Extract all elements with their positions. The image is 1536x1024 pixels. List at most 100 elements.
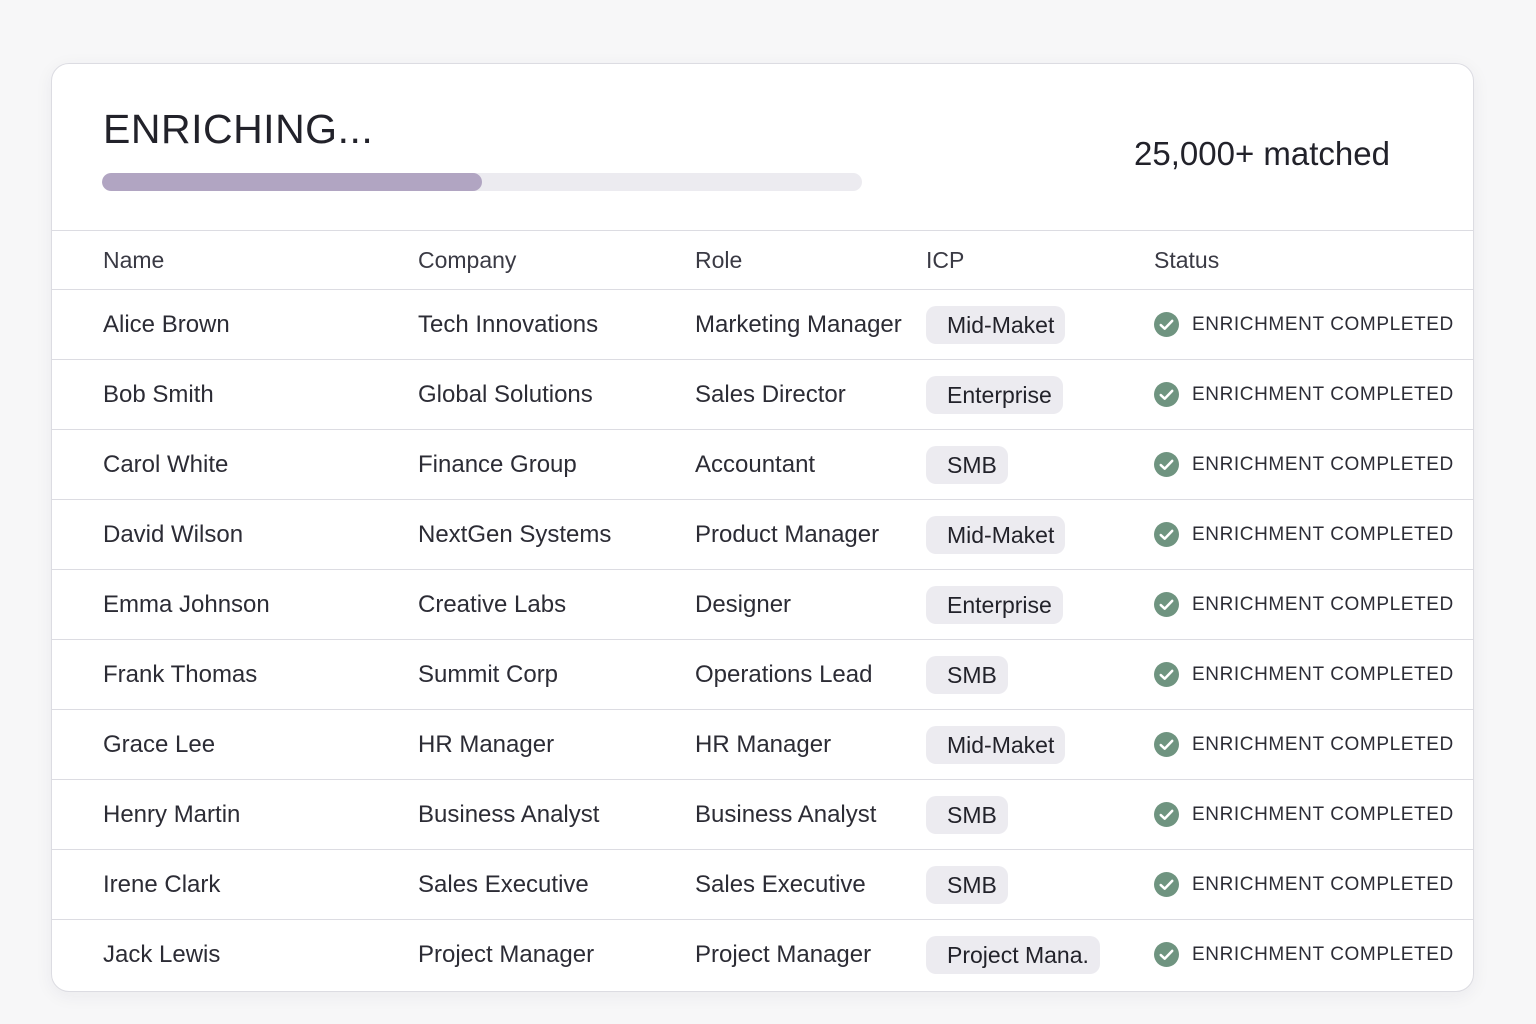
cell-role: Project Manager [695, 920, 926, 990]
table-row[interactable]: Grace Lee HR Manager HR Manager Mid-Maket EN… [52, 709, 1473, 780]
cell-role: Marketing Manager [695, 289, 926, 360]
icp-badge: SMB [926, 865, 1008, 904]
icp-badge: Enterprise [926, 585, 1063, 624]
progress-bar [102, 173, 862, 191]
contact-name: Carol White [103, 450, 229, 478]
status-badge: ENRICHMENT COMPLETED [1154, 382, 1473, 407]
company-name: Finance Group [418, 450, 577, 478]
table-row[interactable]: Frank Thomas Summit Corp Operations Lead SM… [52, 639, 1473, 710]
cell-name: David Wilson [52, 499, 418, 570]
company-name: HR Manager [418, 730, 555, 758]
cell-icp: SMB [926, 849, 1154, 920]
status-badge: ENRICHMENT COMPLETED [1154, 942, 1473, 967]
cell-status: ENRICHMENT COMPLETED [1154, 849, 1473, 920]
contact-name: Emma Johnson [103, 590, 270, 618]
role-name: Designer [695, 590, 792, 618]
role-name: Business Analyst [695, 800, 877, 828]
matched-count: 25,000+ matched [1134, 135, 1390, 172]
icp-badge: SMB [926, 795, 1008, 834]
role-name: Sales Executive [695, 870, 866, 898]
status-badge: ENRICHMENT COMPLETED [1154, 592, 1473, 617]
table-header-row: Name Company Role ICP Status [52, 231, 1473, 290]
status-text: ENRICHMENT COMPLETED [1192, 663, 1454, 685]
table-row[interactable]: Carol White Finance Group Accountant SMB ENR… [52, 429, 1473, 500]
status-text: ENRICHMENT COMPLETED [1192, 873, 1454, 895]
cell-icp: Mid-Maket [926, 709, 1154, 780]
role-name: Project Manager [695, 940, 872, 968]
status-text: ENRICHMENT COMPLETED [1192, 943, 1454, 965]
cell-company: NextGen Systems [418, 499, 695, 570]
icp-badge: Mid-Maket [926, 725, 1066, 764]
column-header-company[interactable]: Company [418, 231, 695, 290]
check-circle-icon [1154, 452, 1179, 477]
status-badge: ENRICHMENT COMPLETED [1154, 522, 1473, 547]
icp-badge: SMB [926, 445, 1008, 484]
company-name: NextGen Systems [418, 520, 612, 548]
check-circle-icon [1154, 382, 1179, 407]
role-name: Operations Lead [695, 660, 873, 688]
table-row[interactable]: David Wilson NextGen Systems Product Manag… [52, 499, 1473, 570]
company-name: Summit Corp [418, 660, 559, 688]
cell-role: Sales Director [695, 359, 926, 430]
status-text: ENRICHMENT COMPLETED [1192, 313, 1454, 335]
cell-icp: Enterprise [926, 359, 1154, 430]
icp-badge: Project Mana. [926, 935, 1100, 974]
status-text: ENRICHMENT COMPLETED [1192, 523, 1454, 545]
status-badge: ENRICHMENT COMPLETED [1154, 452, 1473, 477]
cell-status: ENRICHMENT COMPLETED [1154, 569, 1473, 640]
cell-name: Alice Brown [52, 289, 418, 360]
cell-role: Business Analyst [695, 779, 926, 850]
cell-role: HR Manager [695, 709, 926, 780]
table-row[interactable]: Henry Martin Business Analyst Business Ana… [52, 779, 1473, 850]
cell-company: HR Manager [418, 709, 695, 780]
contact-name: Henry Martin [103, 800, 241, 828]
table-row[interactable]: Irene Clark Sales Executive Sales Executiv… [52, 849, 1473, 920]
contact-name: Bob Smith [103, 380, 214, 408]
progress-bar-fill [102, 173, 482, 191]
table-row[interactable]: Bob Smith Global Solutions Sales Director E… [52, 359, 1473, 430]
cell-icp: SMB [926, 429, 1154, 500]
table-row[interactable]: Jack Lewis Project Manager Project Manager… [52, 920, 1473, 990]
status-badge: ENRICHMENT COMPLETED [1154, 312, 1473, 337]
contact-name: Grace Lee [103, 730, 216, 758]
cell-company: Project Manager [418, 920, 695, 990]
contact-name: David Wilson [103, 520, 244, 548]
contact-name: Alice Brown [103, 310, 230, 338]
column-header-role[interactable]: Role [695, 231, 926, 290]
column-header-status[interactable]: Status [1154, 231, 1473, 290]
cell-name: Henry Martin [52, 779, 418, 850]
check-circle-icon [1154, 872, 1179, 897]
cell-icp: SMB [926, 639, 1154, 710]
table-row[interactable]: Emma Johnson Creative Labs Designer Enterpr… [52, 569, 1473, 640]
table-row[interactable]: Alice Brown Tech Innovations Marketing Man… [52, 289, 1473, 360]
cell-role: Accountant [695, 429, 926, 500]
status-text: ENRICHMENT COMPLETED [1192, 803, 1454, 825]
status-badge: ENRICHMENT COMPLETED [1154, 872, 1473, 897]
role-name: Product Manager [695, 520, 880, 548]
cell-company: Tech Innovations [418, 289, 695, 360]
company-name: Global Solutions [418, 380, 593, 408]
cell-status: ENRICHMENT COMPLETED [1154, 359, 1473, 430]
cell-name: Irene Clark [52, 849, 418, 920]
column-header-name[interactable]: Name [52, 231, 418, 290]
cell-company: Global Solutions [418, 359, 695, 430]
page-title: ENRICHING... [103, 106, 374, 152]
status-text: ENRICHMENT COMPLETED [1192, 383, 1454, 405]
role-name: Accountant [695, 450, 816, 478]
icp-badge: SMB [926, 655, 1008, 694]
column-header-icp[interactable]: ICP [926, 231, 1154, 290]
cell-name: Jack Lewis [52, 920, 418, 990]
status-text: ENRICHMENT COMPLETED [1192, 593, 1454, 615]
check-circle-icon [1154, 802, 1179, 827]
cell-name: Carol White [52, 429, 418, 500]
cell-company: Finance Group [418, 429, 695, 500]
company-name: Tech Innovations [418, 310, 599, 338]
check-circle-icon [1154, 592, 1179, 617]
table-body: Alice Brown Tech Innovations Marketing Man… [52, 289, 1473, 990]
enrichment-card: ENRICHING... 25,000+ matched Name Compan… [51, 63, 1474, 992]
cell-status: ENRICHMENT COMPLETED [1154, 289, 1473, 360]
status-text: ENRICHMENT COMPLETED [1192, 733, 1454, 755]
check-circle-icon [1154, 662, 1179, 687]
cell-status: ENRICHMENT COMPLETED [1154, 920, 1473, 990]
cell-role: Product Manager [695, 499, 926, 570]
